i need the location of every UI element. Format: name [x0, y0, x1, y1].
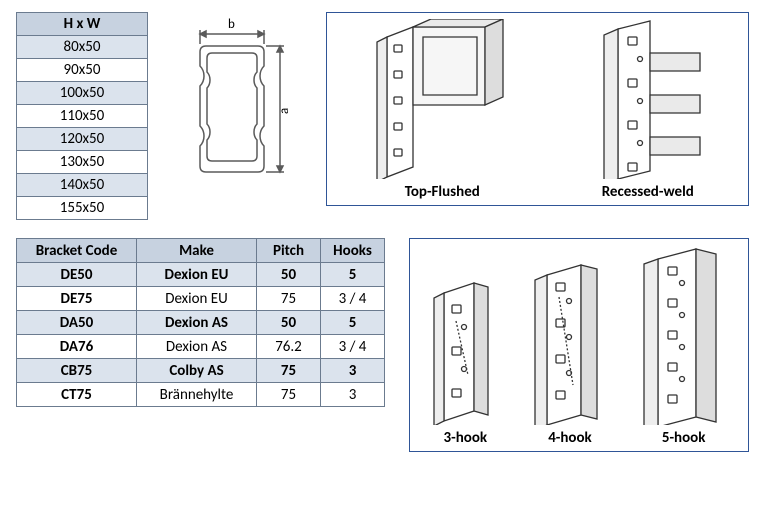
bracket-cell-code: DE50 [17, 263, 137, 287]
bracket-cell-code: CB75 [17, 359, 137, 383]
bracket-table: Bracket CodeMakePitchHooks DE50Dexion EU… [16, 238, 385, 407]
table-row: 110x50 [17, 105, 148, 128]
table-row: 100x50 [17, 82, 148, 105]
size-cell: 90x50 [17, 59, 148, 82]
bracket-cell-hooks: 3 [321, 383, 385, 407]
bracket-cell-make: Brännehylte [137, 383, 257, 407]
hook-item-4: 4-hook [529, 255, 611, 447]
size-cell: 80x50 [17, 36, 148, 59]
bracket-col-header: Make [137, 239, 257, 263]
hook-style-box: 3-hook [409, 238, 749, 452]
bottom-row: Bracket CodeMakePitchHooks DE50Dexion EU… [16, 238, 749, 452]
table-row: 155x50 [17, 197, 148, 220]
size-cell: 155x50 [17, 197, 148, 220]
top-row: H x W 80x5090x50100x50110x50120x50130x50… [16, 12, 749, 220]
table-row: DE75Dexion EU753 / 4 [17, 287, 385, 311]
hook-caption: 3-hook [428, 429, 502, 447]
bracket-cell-make: Dexion EU [137, 287, 257, 311]
mount-item-recessed-weld: Recessed-weld [588, 19, 708, 201]
mount-style-box: Top-Flushed [326, 12, 749, 206]
bracket-cell-code: DA76 [17, 335, 137, 359]
table-row: CB75Colby AS753 [17, 359, 385, 383]
hook4-svg [529, 255, 611, 425]
bracket-cell-hooks: 3 / 4 [321, 287, 385, 311]
mount-caption: Top-Flushed [367, 183, 517, 201]
bracket-cell-hooks: 5 [321, 311, 385, 335]
bracket-cell-code: DE75 [17, 287, 137, 311]
bracket-col-header: Bracket Code [17, 239, 137, 263]
top-flushed-svg [367, 19, 517, 179]
hook3-svg [428, 265, 502, 425]
mount-item-top-flushed: Top-Flushed [367, 19, 517, 201]
bracket-cell-hooks: 3 / 4 [321, 335, 385, 359]
table-row: DA50Dexion AS505 [17, 311, 385, 335]
bracket-cell-hooks: 5 [321, 263, 385, 287]
dim-a-label: a [277, 108, 292, 114]
bracket-cell-pitch: 50 [257, 263, 321, 287]
size-table-header: H x W [17, 13, 148, 36]
bracket-cell-pitch: 75 [257, 287, 321, 311]
bracket-cell-pitch: 50 [257, 311, 321, 335]
table-row: 130x50 [17, 151, 148, 174]
table-row: DE50Dexion EU505 [17, 263, 385, 287]
cross-section-svg: b a [172, 14, 302, 200]
bracket-cell-code: DA50 [17, 311, 137, 335]
hook-item-3: 3-hook [428, 265, 502, 447]
bracket-cell-pitch: 75 [257, 383, 321, 407]
table-row: 80x50 [17, 36, 148, 59]
size-cell: 100x50 [17, 82, 148, 105]
table-row: 140x50 [17, 174, 148, 197]
size-cell: 120x50 [17, 128, 148, 151]
size-cell: 110x50 [17, 105, 148, 128]
dim-b-label: b [228, 17, 235, 32]
size-table: H x W 80x5090x50100x50110x50120x50130x50… [16, 12, 148, 220]
hook5-svg [638, 245, 730, 425]
hook-caption: 4-hook [529, 429, 611, 447]
hook-caption: 5-hook [638, 429, 730, 447]
bracket-col-header: Pitch [257, 239, 321, 263]
table-row: 120x50 [17, 128, 148, 151]
recessed-weld-svg [588, 19, 708, 179]
hook-item-5: 5-hook [638, 245, 730, 447]
table-row: CT75Brännehylte753 [17, 383, 385, 407]
size-cell: 130x50 [17, 151, 148, 174]
bracket-cell-make: Colby AS [137, 359, 257, 383]
bracket-cell-make: Dexion AS [137, 311, 257, 335]
bracket-cell-pitch: 76.2 [257, 335, 321, 359]
bracket-cell-pitch: 75 [257, 359, 321, 383]
bracket-cell-hooks: 3 [321, 359, 385, 383]
mount-caption: Recessed-weld [588, 183, 708, 201]
bracket-col-header: Hooks [321, 239, 385, 263]
bracket-cell-make: Dexion AS [137, 335, 257, 359]
bracket-cell-code: CT75 [17, 383, 137, 407]
table-row: DA76Dexion AS76.23 / 4 [17, 335, 385, 359]
cross-section-diagram: b a [172, 12, 302, 200]
table-row: 90x50 [17, 59, 148, 82]
size-cell: 140x50 [17, 174, 148, 197]
bracket-cell-make: Dexion EU [137, 263, 257, 287]
